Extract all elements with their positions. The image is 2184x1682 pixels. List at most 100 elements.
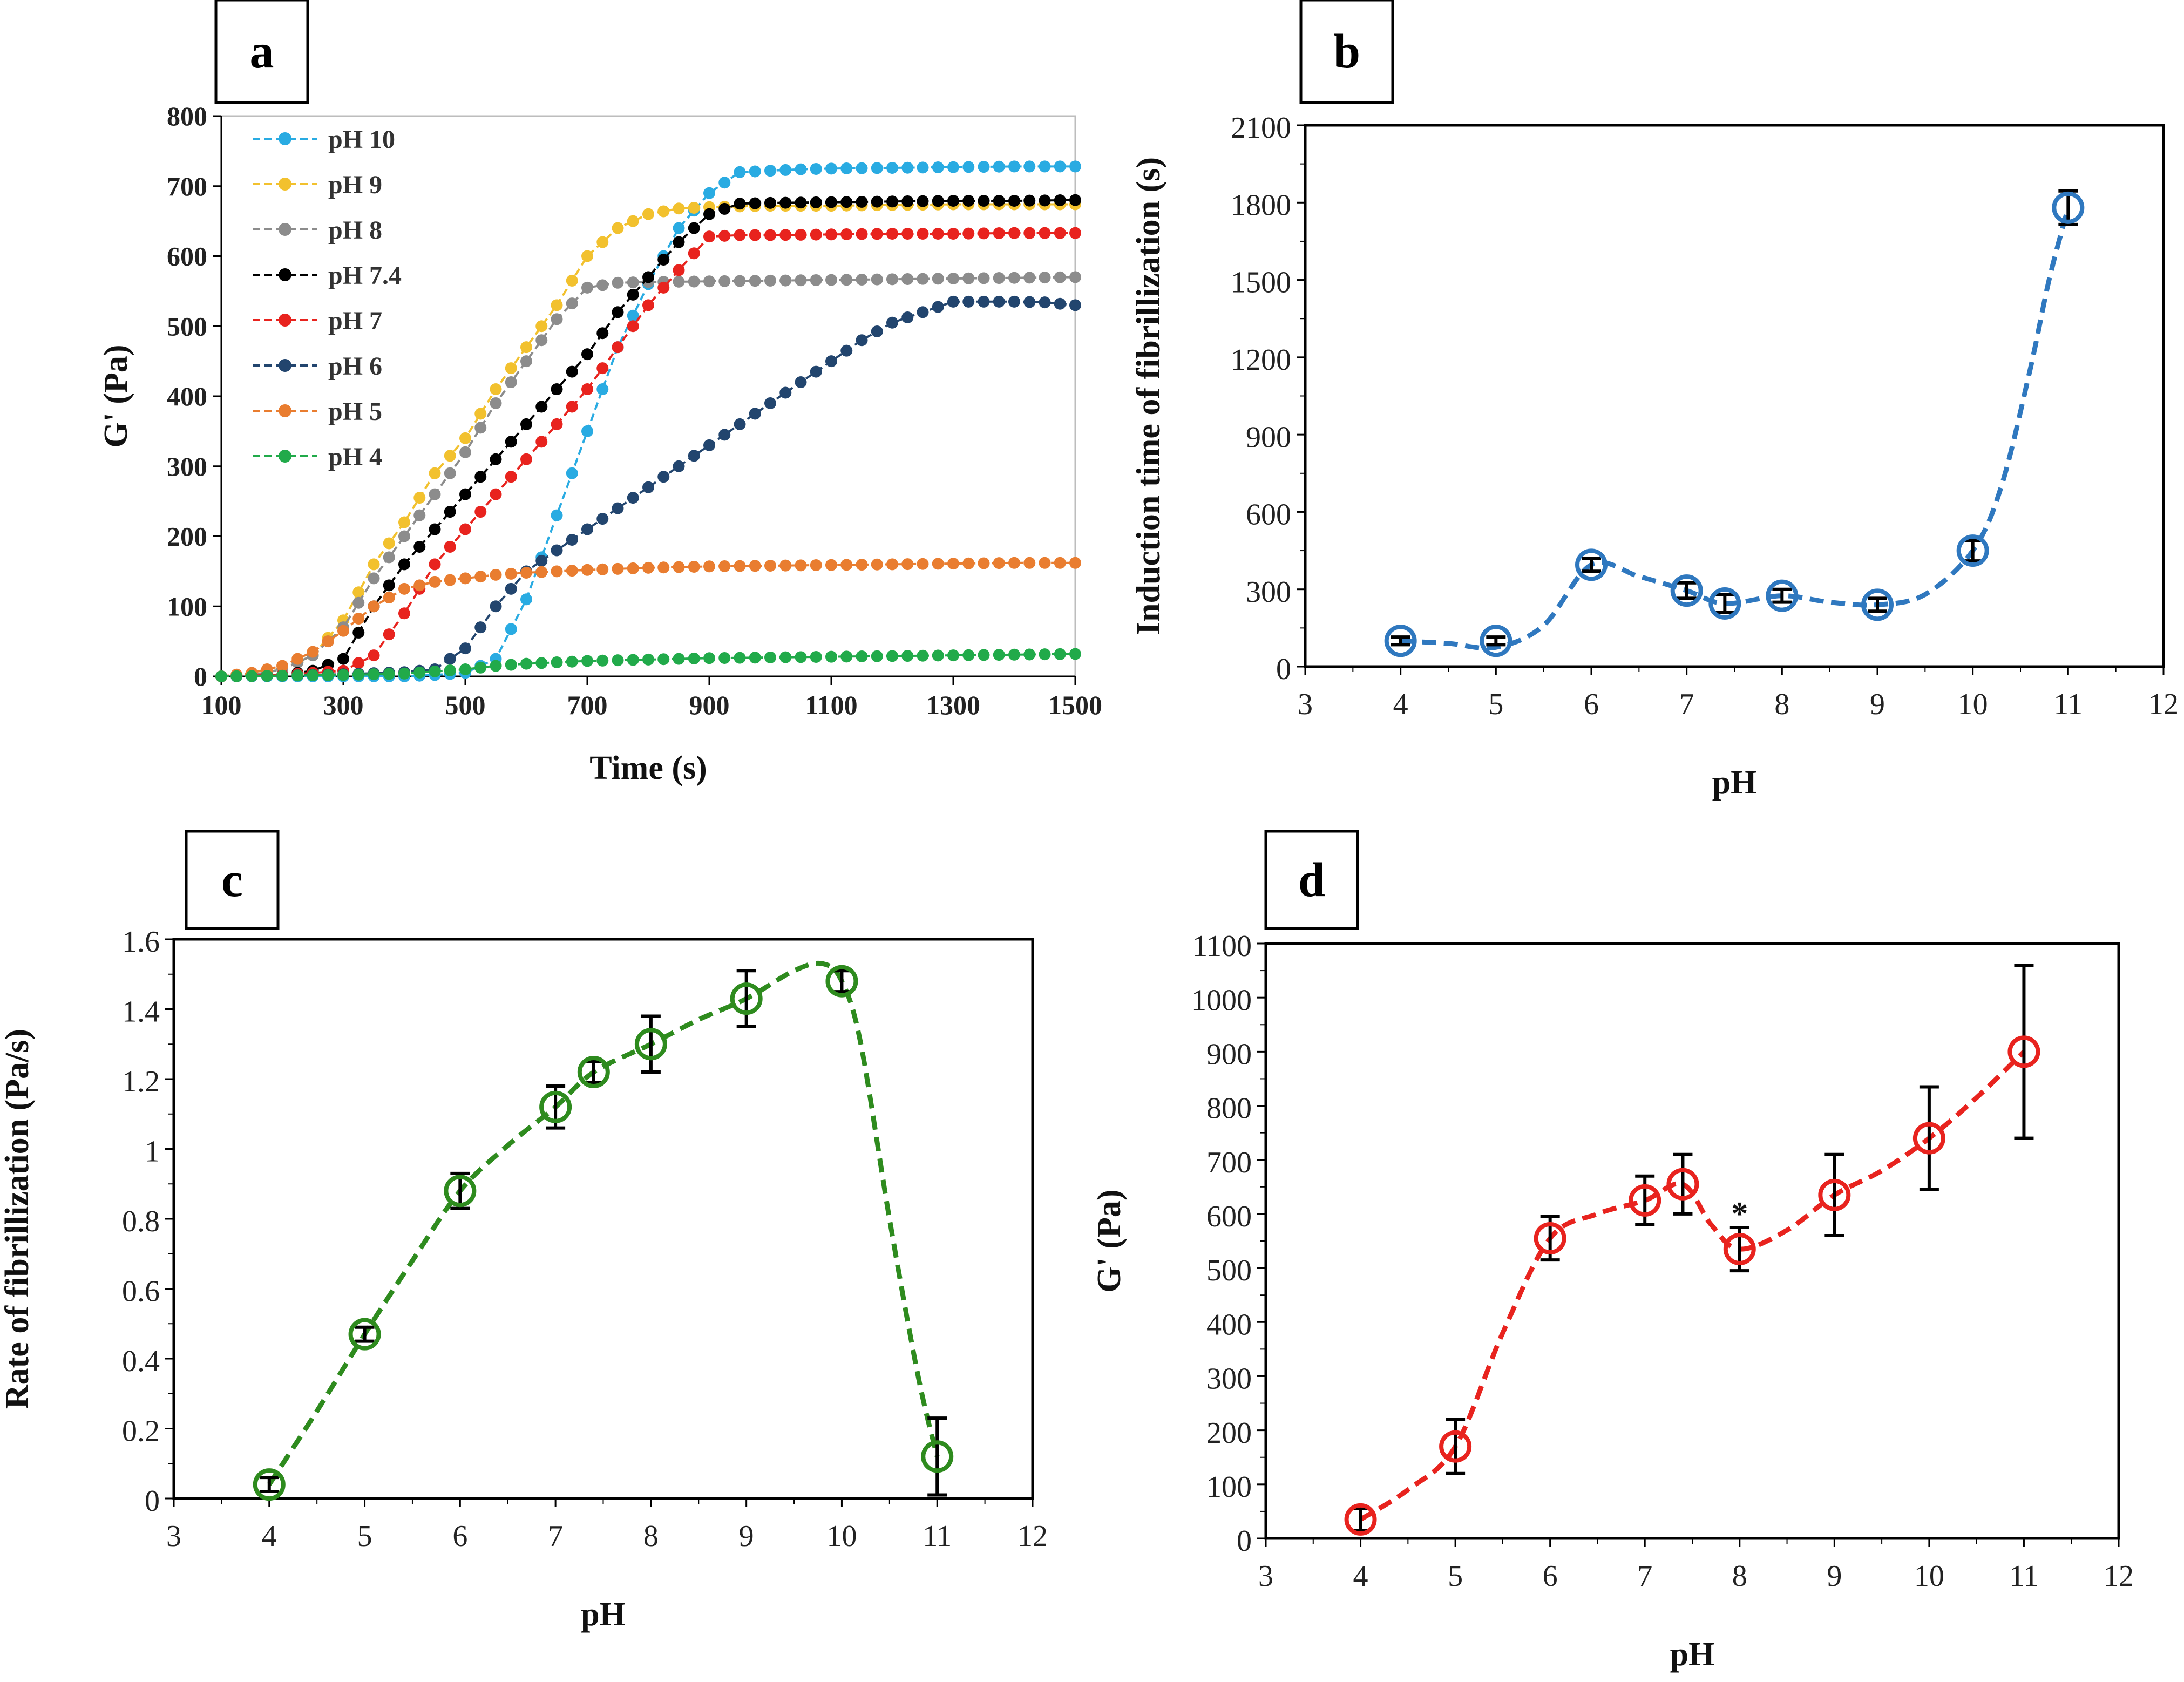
data-point (215, 670, 227, 682)
data-point (505, 362, 517, 375)
data-point (871, 325, 883, 337)
panel-d: d 0 100 200 300 400 500 600 700 800 900 1000 1100 3 4 5… (1091, 830, 2134, 1673)
x-tick-label: 7 (548, 1520, 563, 1553)
data-point (947, 227, 959, 240)
data-point (1344, 1503, 1377, 1536)
data-point (291, 669, 304, 682)
data-point (535, 554, 548, 567)
data-point (1039, 648, 1051, 661)
data-point (901, 650, 914, 662)
legend-entry: pH 7.4 (328, 261, 402, 290)
x-tick-label: 9 (1870, 688, 1885, 721)
y-tick-label: 1.4 (122, 995, 160, 1029)
x-tick-label: 10 (1958, 688, 1988, 721)
data-point (779, 164, 792, 176)
data-point (1069, 557, 1081, 569)
data-point (596, 513, 609, 525)
data-point (429, 467, 441, 479)
data-point (749, 229, 761, 241)
data-point (1008, 272, 1020, 284)
data-point (490, 568, 502, 581)
data-point (779, 386, 792, 399)
data-point (673, 202, 685, 215)
data-point (962, 194, 975, 207)
data-point (947, 273, 959, 285)
x-tick-label: 5 (1488, 688, 1503, 721)
legend-entry: pH 10 (328, 125, 395, 154)
y-tick-label: 0 (145, 1484, 160, 1518)
y-tick-label: 2100 (1231, 111, 1291, 145)
data-point (383, 668, 395, 680)
x-tick-label: 11 (2009, 1559, 2038, 1593)
data-point (520, 418, 532, 430)
data-point (276, 669, 288, 682)
data-point (1956, 534, 1989, 567)
data-point (871, 228, 883, 240)
data-point (581, 523, 593, 535)
data-point (230, 670, 243, 682)
data-point (978, 272, 990, 284)
data-point (688, 652, 700, 664)
marker-circle (348, 1318, 381, 1351)
y-tick-label: 0 (1237, 1524, 1252, 1558)
data-point (474, 661, 487, 674)
data-point (825, 965, 858, 998)
data-point (1069, 299, 1081, 311)
data-point (398, 516, 410, 528)
data-point (779, 559, 792, 572)
y-tick-label: 700 (1206, 1146, 1252, 1179)
data-point (596, 279, 609, 291)
data-point (348, 1318, 381, 1351)
legend-marker (279, 314, 291, 327)
data-point (566, 533, 578, 546)
data-point (730, 969, 763, 1028)
data-point (474, 408, 487, 420)
data-point (901, 311, 914, 324)
data-point (352, 668, 365, 681)
data-point (947, 649, 959, 662)
data-point (413, 579, 426, 592)
marker-circle (2007, 1035, 2040, 1068)
data-point (917, 227, 929, 240)
data-point (413, 509, 426, 521)
x-tick-label: 100 (201, 690, 242, 720)
data-point (840, 274, 853, 286)
data-point (1069, 648, 1081, 660)
data-point (810, 196, 822, 208)
x-tick-label: 900 (689, 690, 730, 720)
data-point (566, 274, 578, 287)
data-point (642, 299, 654, 311)
x-tick-label: 3 (1298, 688, 1313, 721)
data-point (337, 669, 349, 681)
data-point (917, 161, 929, 174)
data-point (962, 161, 975, 173)
data-point (1008, 648, 1020, 661)
series-pH-4 (215, 648, 1081, 682)
marker-circle (444, 1175, 477, 1208)
x-tick-label: 5 (1448, 1559, 1463, 1593)
data-point (627, 654, 639, 666)
data-point (398, 530, 410, 542)
data-point (1054, 194, 1066, 207)
data-point (551, 418, 563, 430)
marker-circle (1575, 548, 1608, 581)
legend-marker (279, 404, 291, 417)
data-point (886, 558, 898, 571)
data-point (535, 566, 548, 578)
panel-label: b (1333, 25, 1360, 78)
data-point (474, 422, 487, 434)
series-line (221, 561, 1075, 677)
data-point (307, 646, 319, 658)
data-point (642, 653, 654, 666)
data-point (718, 275, 731, 287)
panel-label: c (221, 853, 243, 907)
data-point (1766, 579, 1799, 612)
data-point (398, 607, 410, 620)
data-point (490, 488, 502, 500)
data-point (978, 194, 990, 207)
data-point (1439, 1418, 1472, 1475)
data-point (551, 383, 563, 396)
data-point (886, 227, 898, 240)
data-point (840, 344, 853, 357)
data-point (1069, 227, 1081, 239)
